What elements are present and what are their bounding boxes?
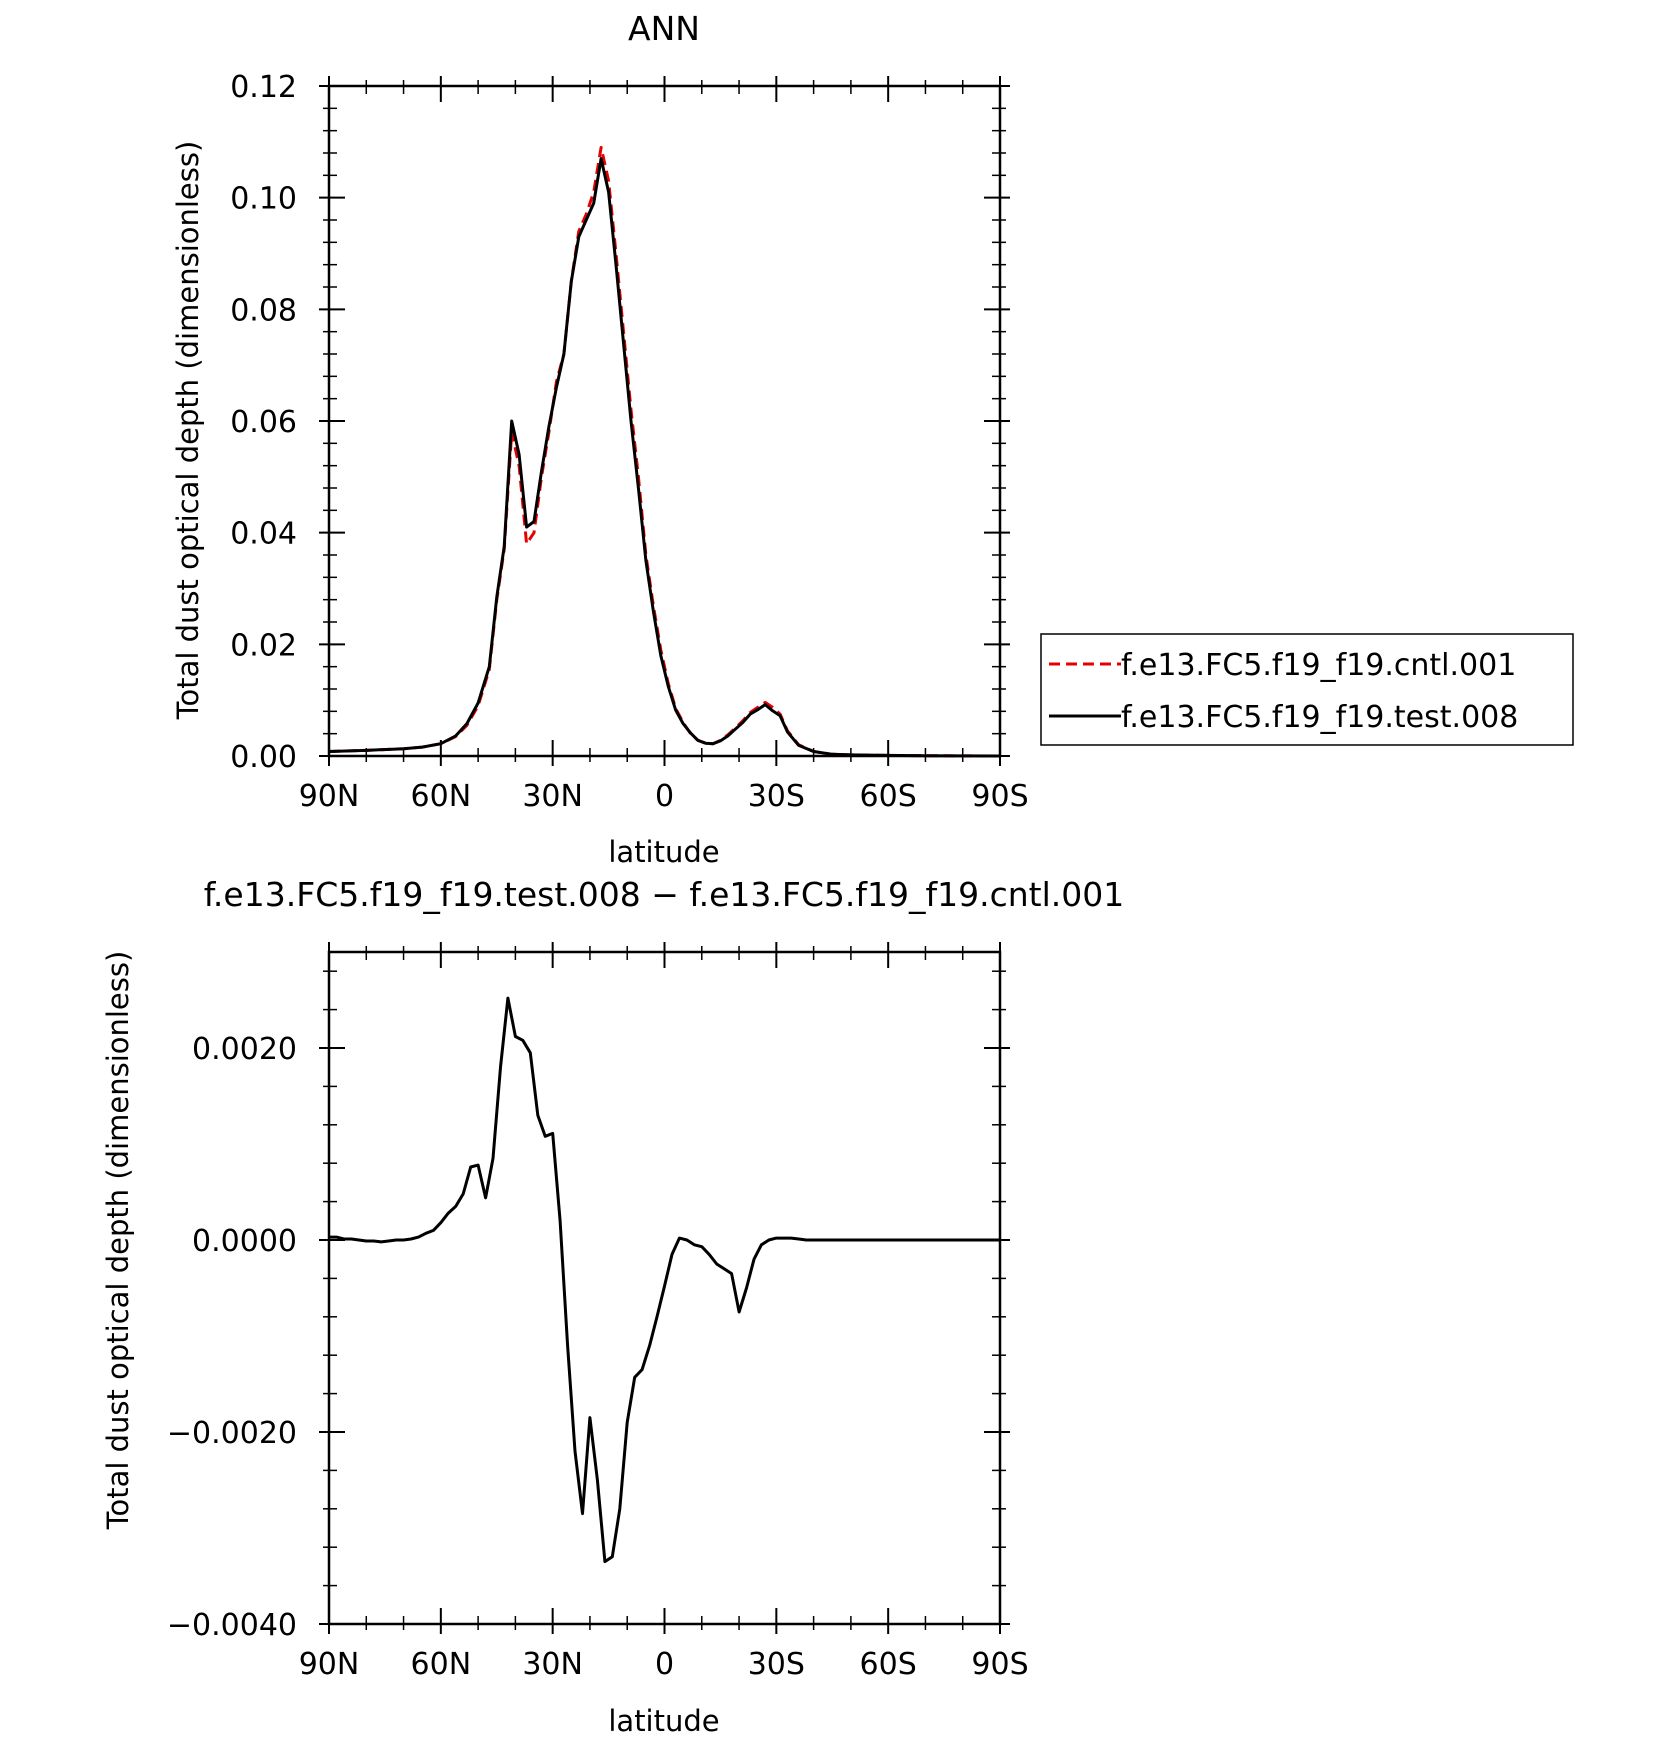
top-y-tick-label: 0.12	[230, 70, 297, 105]
legend-label-cntl: f.e13.FC5.f19_f19.cntl.001	[1121, 648, 1516, 683]
top-x-tick-label: 0	[655, 779, 674, 814]
top-y-tick-label: 0.04	[230, 517, 297, 552]
top-x-axis-label: latitude	[608, 835, 719, 869]
difference-y-tick-label: 0.0000	[192, 1224, 297, 1259]
difference-y-axis-label: Total dust optical depth (dimensionless)	[101, 951, 135, 1531]
difference-plot-frame	[327, 950, 1002, 1626]
difference-y-tick-label: −0.0040	[167, 1608, 297, 1643]
difference-x-tick-label: 0	[655, 1647, 674, 1682]
top-x-tick-label: 90S	[971, 779, 1028, 814]
difference-x-tick-label: 30N	[522, 1647, 583, 1682]
top-x-tick-label: 60N	[411, 779, 472, 814]
top-x-tick-label: 30S	[748, 779, 805, 814]
difference-series-line-test	[329, 996, 1000, 1564]
top-x-tick-label: 60S	[860, 779, 917, 814]
difference-x-tick-label: 90N	[299, 1647, 360, 1682]
difference-x-tick-label: 90S	[971, 1647, 1028, 1682]
difference-chart-title: f.e13.FC5.f19_f19.test.008 − f.e13.FC5.f…	[204, 875, 1125, 914]
top-y-tick-label: 0.06	[230, 405, 297, 440]
top-y-tick-label: 0.02	[230, 628, 297, 663]
legend: f.e13.FC5.f19_f19.cntl.001 f.e13.FC5.f19…	[1040, 633, 1574, 746]
top-x-tick-label: 90N	[299, 779, 360, 814]
difference-x-tick-label: 30S	[748, 1647, 805, 1682]
difference-y-tick-label: 0.0020	[192, 1032, 297, 1067]
top-y-tick-label: 0.10	[230, 182, 297, 217]
top-y-tick-label: 0.00	[230, 740, 297, 775]
top-plot-frame	[327, 84, 1002, 758]
legend-box	[1040, 633, 1574, 746]
top-line-chart: ANN latitude Total dust optical depth (d…	[171, 9, 1029, 869]
top-x-tick-label: 30N	[522, 779, 583, 814]
legend-label-test: f.e13.FC5.f19_f19.test.008	[1121, 700, 1518, 735]
top-y-tick-label: 0.08	[230, 293, 297, 328]
top-series-line-test	[328, 157, 1001, 758]
top-y-axis-label: Total dust optical depth (dimensionless)	[171, 141, 205, 721]
difference-x-axis-label: latitude	[608, 1704, 719, 1738]
top-chart-title: ANN	[628, 9, 700, 48]
difference-x-tick-label: 60N	[411, 1647, 472, 1682]
difference-line-chart: f.e13.FC5.f19_f19.test.008 − f.e13.FC5.f…	[101, 875, 1124, 1738]
difference-y-tick-label: −0.0020	[167, 1416, 297, 1451]
difference-x-tick-label: 60S	[860, 1647, 917, 1682]
